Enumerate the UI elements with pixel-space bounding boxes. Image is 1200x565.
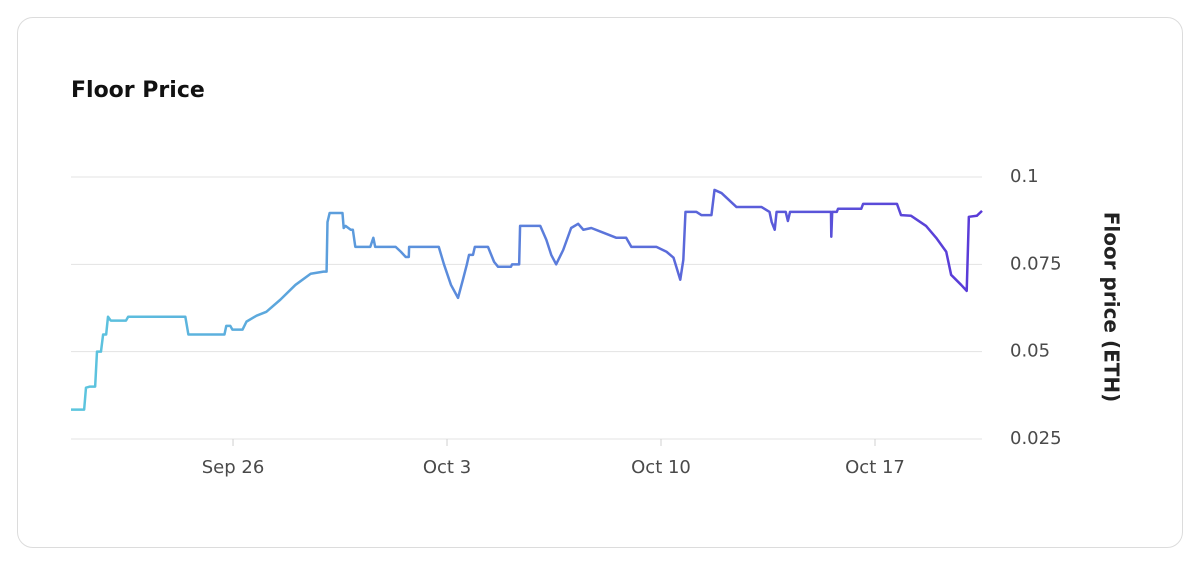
y-tick-label: 0.025 <box>1010 428 1062 449</box>
x-tick-label: Oct 10 <box>631 457 691 478</box>
price-line <box>71 188 983 411</box>
y-tick-label: 0.1 <box>1010 166 1039 187</box>
chart-title: Floor Price <box>71 78 205 103</box>
y-tick-label: 0.05 <box>1010 341 1050 362</box>
y-axis-label: Floor price (ETH) <box>1100 212 1124 403</box>
y-tick-label: 0.075 <box>1010 253 1062 274</box>
card <box>17 17 1183 548</box>
x-tick-label: Oct 3 <box>423 457 471 478</box>
x-tick-label: Oct 17 <box>845 457 905 478</box>
x-tick-label: Sep 26 <box>202 457 265 478</box>
